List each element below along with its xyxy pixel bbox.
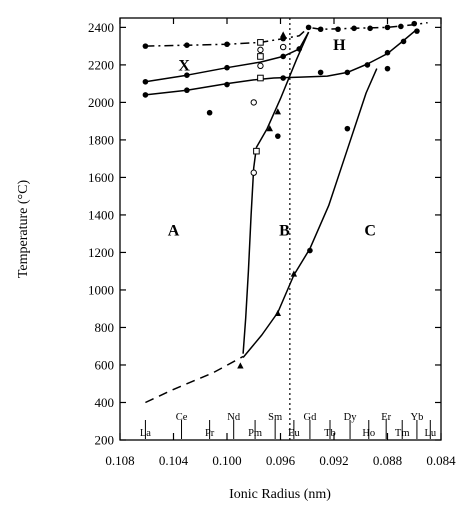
marker-layer <box>142 20 420 369</box>
filled-circle-point <box>398 23 404 30</box>
y-tick-label: 1800 <box>88 132 114 147</box>
triangle-point <box>290 270 298 277</box>
open-square-point <box>257 39 264 46</box>
element-label: Lu <box>424 428 436 439</box>
filled-circle-point <box>414 28 420 34</box>
triangle-point <box>266 125 273 132</box>
open-circle-point <box>257 46 264 54</box>
phase-label: C <box>364 223 376 240</box>
y-tick-label: 2000 <box>88 95 114 110</box>
filled-circle-point <box>206 109 213 116</box>
x-tick-label: 0.092 <box>319 453 348 468</box>
filled-circle-point <box>224 81 230 88</box>
y-tick-label: 1400 <box>88 207 114 222</box>
phase-label: B <box>279 223 290 240</box>
filled-circle-point <box>184 72 190 79</box>
x-tick-label: 0.100 <box>212 453 241 468</box>
y-tick-label: 800 <box>95 320 115 335</box>
element-label: Yb <box>411 412 424 423</box>
filled-circle-point <box>142 43 149 49</box>
phase-label: A <box>168 223 180 240</box>
filled-circle-point <box>142 92 149 98</box>
phase-labels: X H A B C <box>168 37 376 240</box>
filled-circle-point <box>275 133 281 139</box>
phase-boundary-line <box>145 21 428 47</box>
filled-circle-point <box>317 26 324 33</box>
element-label: La <box>140 428 151 439</box>
plot-frame <box>119 17 442 441</box>
filled-circle-point <box>280 75 286 81</box>
filled-circle-point <box>384 49 391 56</box>
filled-circle-point <box>224 64 230 71</box>
open-circle-point <box>279 43 287 51</box>
filled-circle-point <box>142 78 149 85</box>
element-label: Gd <box>304 412 318 423</box>
phase-label: X <box>178 58 190 75</box>
element-label: Tm <box>395 428 410 439</box>
filled-circle-point <box>317 69 324 76</box>
filled-circle-point <box>335 26 341 33</box>
open-circle-point <box>257 62 264 70</box>
filled-circle-point <box>364 62 371 68</box>
phase-boundary-line <box>242 68 378 358</box>
filled-circle-point <box>411 20 418 27</box>
phase-label: H <box>333 37 346 54</box>
open-square-point <box>257 53 264 60</box>
axis-ticks: 200 400 600 800 1000 1200 1400 1600 1800 2000 2200… <box>88 18 456 468</box>
phase-boundary-line <box>242 147 258 354</box>
y-tick-label: 200 <box>95 433 115 448</box>
x-tick-label: 0.104 <box>159 453 189 468</box>
filled-circle-point <box>307 247 313 254</box>
filled-circle-point <box>344 69 351 76</box>
phase-boundary-line <box>145 28 418 96</box>
element-label: Dy <box>344 412 358 423</box>
filled-circle-point <box>296 46 303 52</box>
x-tick-label: 0.088 <box>373 453 402 468</box>
element-label: Eu <box>288 428 300 439</box>
filled-circle-point <box>184 87 190 94</box>
y-tick-label: 1600 <box>88 170 114 185</box>
element-label: Tb <box>324 428 336 439</box>
element-label: Sm <box>268 412 282 423</box>
y-tick-label: 1200 <box>88 245 114 260</box>
filled-circle-point <box>384 24 391 31</box>
filled-circle-point <box>184 42 190 48</box>
y-tick-label: 2200 <box>88 57 114 72</box>
filled-circle-point <box>280 53 286 60</box>
x-tick-label: 0.096 <box>266 453 296 468</box>
filled-circle-point <box>384 65 391 72</box>
filled-circle-point <box>305 24 312 31</box>
open-circle-point <box>250 99 257 106</box>
open-circle-point <box>250 169 257 176</box>
element-label: Nd <box>227 412 241 423</box>
triangle-point <box>237 362 244 369</box>
element-label: Ce <box>176 412 188 423</box>
x-axis-title: Ionic Radius (nm) <box>229 487 331 502</box>
filled-circle-point <box>224 41 230 48</box>
y-tick-label: 2400 <box>88 20 114 35</box>
x-tick-label: 0.108 <box>105 453 134 468</box>
element-label: Ho <box>362 428 375 439</box>
y-axis-title: Temperature (°C) <box>16 180 31 279</box>
y-tick-label: 1000 <box>88 282 114 297</box>
phase-boundary-line <box>145 355 244 404</box>
triangle-point <box>274 108 282 115</box>
triangle-point <box>274 309 282 316</box>
element-label: Pm <box>248 428 262 439</box>
x-tick-label: 0.084 <box>426 453 456 468</box>
element-label: Er <box>381 412 391 423</box>
open-square-point <box>257 74 264 82</box>
y-tick-label: 600 <box>95 357 115 372</box>
filled-circle-point <box>344 125 351 132</box>
element-label: Pr <box>205 428 215 439</box>
open-square-point <box>253 147 260 155</box>
filled-circle-point <box>351 25 357 32</box>
y-tick-label: 400 <box>95 395 115 410</box>
filled-circle-point <box>400 38 407 45</box>
triangle-point <box>279 31 287 38</box>
filled-circle-point <box>367 25 373 32</box>
